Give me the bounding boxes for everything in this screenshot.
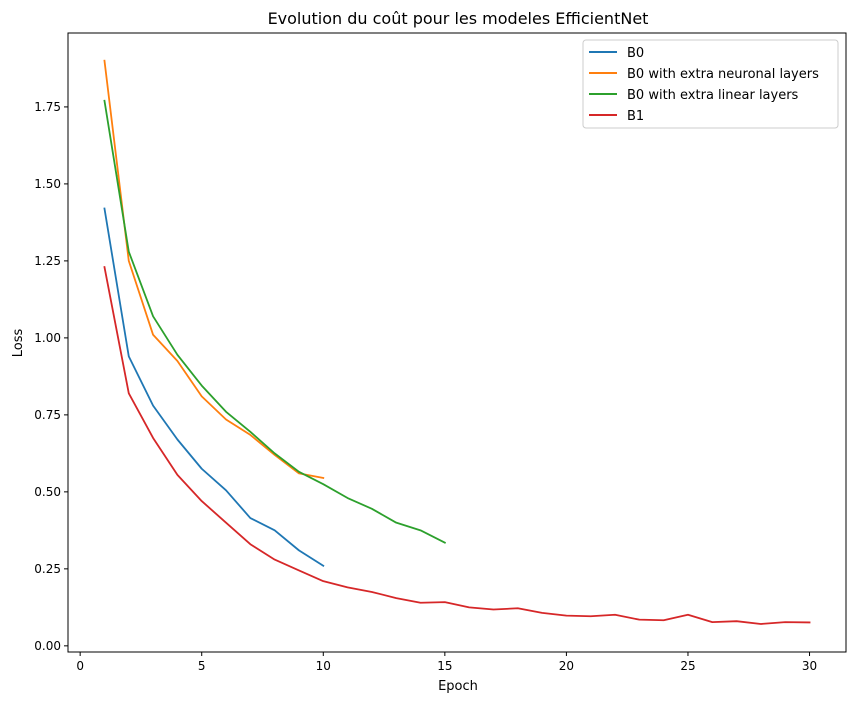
x-axis-label: Epoch bbox=[438, 679, 478, 694]
x-axis: 0 5 10 15 20 25 30 bbox=[76, 652, 817, 673]
legend: B0 B0 with extra neuronal layers B0 with e… bbox=[582, 39, 839, 129]
y-tick-label-5: 1.25 bbox=[34, 254, 61, 268]
y-axis: 0.00 0.25 0.50 0.75 1.00 1.25 1.50 1.75 bbox=[34, 100, 68, 653]
x-tick-label-4: 20 bbox=[559, 659, 574, 673]
y-tick-label-7: 1.75 bbox=[34, 100, 61, 114]
x-tick-label-2: 10 bbox=[316, 659, 331, 673]
series-line-3 bbox=[103, 265, 811, 625]
x-tick-label-5: 25 bbox=[680, 659, 695, 673]
y-tick-label-1: 0.25 bbox=[34, 562, 61, 576]
y-tick-label-4: 1.00 bbox=[34, 331, 61, 345]
legend-label-0: B0 bbox=[627, 46, 644, 61]
y-tick-label-2: 0.50 bbox=[34, 485, 61, 499]
legend-box bbox=[582, 39, 839, 129]
legend-label-1: B0 with extra neuronal layers bbox=[627, 67, 819, 82]
y-tick-label-6: 1.50 bbox=[34, 177, 61, 191]
legend-label-2: B0 with extra linear layers bbox=[627, 88, 799, 103]
legend-label-3: B1 bbox=[627, 109, 644, 124]
x-tick-label-3: 15 bbox=[437, 659, 452, 673]
plot-area bbox=[67, 32, 847, 653]
y-axis-label: Loss bbox=[11, 329, 26, 358]
x-tick-label-1: 5 bbox=[198, 659, 206, 673]
series-line-0 bbox=[103, 207, 325, 568]
x-tick-label-0: 0 bbox=[76, 659, 84, 673]
plot-frame bbox=[67, 32, 847, 653]
chart-title: Evolution du coût pour les modeles Effic… bbox=[268, 9, 649, 28]
y-tick-label-0: 0.00 bbox=[34, 639, 61, 653]
y-tick-label-3: 0.75 bbox=[34, 408, 61, 422]
series-line-2 bbox=[103, 99, 447, 544]
x-tick-label-6: 30 bbox=[802, 659, 817, 673]
series-line-1 bbox=[103, 59, 325, 480]
